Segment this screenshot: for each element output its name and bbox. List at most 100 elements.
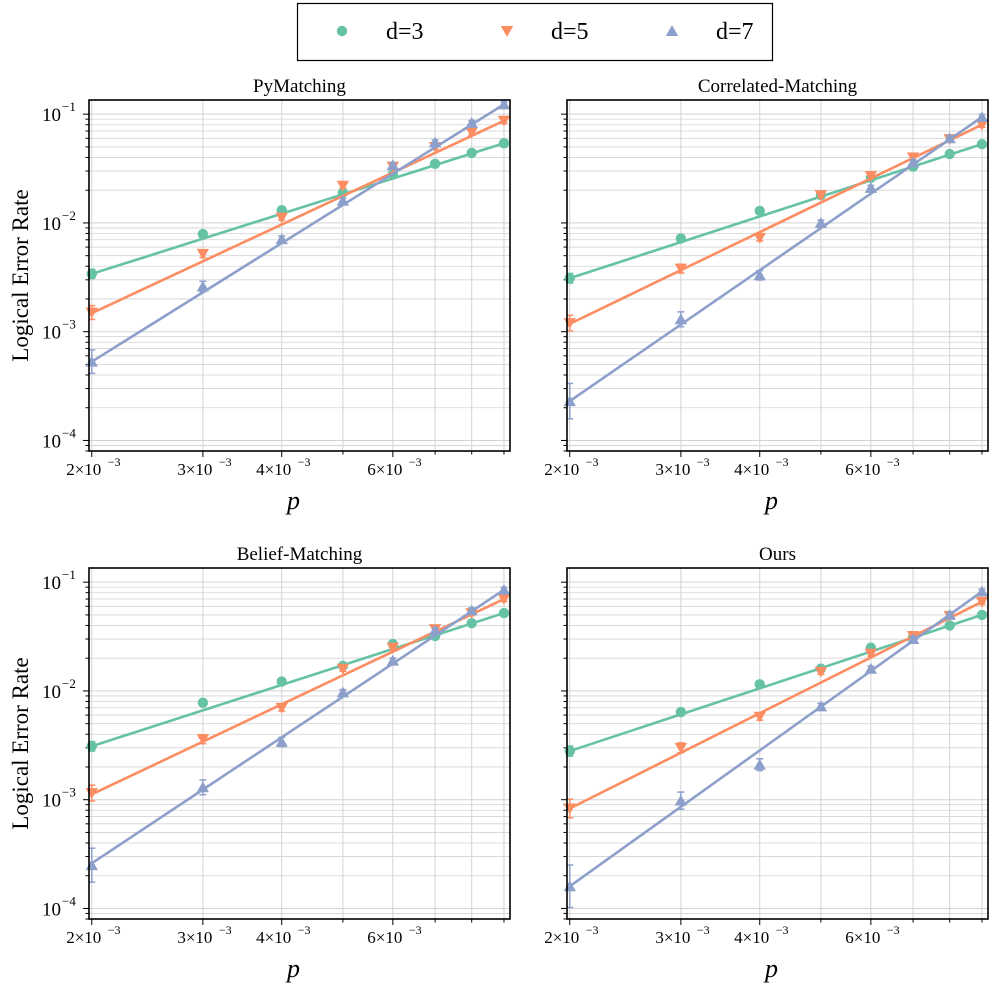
data-point bbox=[944, 148, 955, 160]
data-point bbox=[336, 194, 350, 206]
y-tick-label: 10 −1 bbox=[42, 567, 76, 594]
y-tick-exponent: −2 bbox=[62, 208, 76, 223]
axes-frame bbox=[566, 99, 989, 452]
data-point bbox=[275, 736, 288, 747]
x-tick-mantissa: 4×10 bbox=[734, 460, 769, 479]
y-tick-label: 10 −4 bbox=[42, 893, 76, 920]
legend-entry-d3: d=3 bbox=[336, 19, 424, 45]
y-axis-label: Logical Error Rate bbox=[8, 657, 33, 829]
x-tick-label: 6×10 −3 bbox=[845, 455, 899, 479]
y-tick-label: 10 −4 bbox=[42, 425, 76, 452]
axes-frame bbox=[88, 567, 511, 920]
y-tick-label: 10 −3 bbox=[42, 317, 76, 344]
data-point bbox=[85, 355, 98, 367]
data-point bbox=[814, 190, 828, 202]
data-point bbox=[196, 248, 210, 260]
x-tick-label: 3×10 −3 bbox=[177, 455, 231, 479]
y-tick-exponent: −4 bbox=[62, 425, 76, 440]
x-tick-mantissa: 2×10 bbox=[66, 460, 101, 479]
legend-marker-triangle-up bbox=[665, 25, 679, 36]
data-point bbox=[466, 617, 477, 629]
data-point bbox=[906, 633, 920, 645]
x-tick-label: 4×10 −3 bbox=[256, 455, 310, 479]
fit-line bbox=[91, 597, 505, 796]
y-tick-base: 10 bbox=[42, 214, 61, 235]
x-tick-label: 3×10 −3 bbox=[655, 923, 709, 947]
y-tick-base: 10 bbox=[42, 899, 61, 920]
x-tick-exponent: −3 bbox=[219, 923, 232, 937]
data-point bbox=[465, 117, 478, 128]
x-tick-exponent: −3 bbox=[409, 923, 422, 937]
data-point bbox=[563, 803, 576, 815]
x-tick-mantissa: 3×10 bbox=[655, 928, 690, 947]
series-d5 bbox=[563, 596, 989, 819]
data-point bbox=[336, 686, 350, 698]
panel-title: Correlated-Matching bbox=[698, 76, 858, 97]
x-tick-exponent: −3 bbox=[219, 455, 232, 469]
data-point bbox=[466, 147, 477, 159]
data-point bbox=[386, 159, 400, 171]
y-tick-base: 10 bbox=[42, 323, 61, 344]
x-tick-exponent: −3 bbox=[108, 455, 121, 469]
x-tick-mantissa: 6×10 bbox=[845, 460, 880, 479]
data-point bbox=[976, 138, 988, 150]
series-d7 bbox=[563, 585, 989, 909]
y-tick-base: 10 bbox=[42, 573, 61, 594]
series-d5 bbox=[85, 115, 511, 321]
grid bbox=[567, 568, 988, 920]
x-tick-mantissa: 3×10 bbox=[177, 928, 212, 947]
data-point bbox=[497, 115, 511, 127]
data-point bbox=[196, 280, 210, 292]
data-point bbox=[906, 156, 920, 168]
data-point bbox=[674, 794, 688, 806]
x-tick-exponent: −3 bbox=[887, 923, 900, 937]
y-tick-label: 10 −3 bbox=[42, 785, 76, 812]
x-tick-mantissa: 4×10 bbox=[256, 460, 291, 479]
legend-marker-circle bbox=[336, 25, 348, 37]
data-point bbox=[674, 263, 688, 275]
data-point bbox=[814, 217, 828, 228]
data-point bbox=[196, 781, 210, 793]
data-point bbox=[428, 136, 442, 148]
panel-ours: Ours 2×10 −3 3×10 −3 4×10 −3 6×10 −3 p bbox=[544, 544, 989, 983]
data-point bbox=[943, 609, 956, 620]
x-tick-exponent: −3 bbox=[298, 455, 311, 469]
data-point bbox=[275, 233, 288, 245]
x-tick-label: 2×10 −3 bbox=[544, 923, 598, 947]
data-point bbox=[498, 138, 510, 149]
data-point bbox=[753, 711, 766, 723]
panel-title: PyMatching bbox=[253, 76, 346, 97]
data-point bbox=[497, 594, 511, 605]
x-tick-label: 6×10 −3 bbox=[367, 455, 421, 479]
data-point bbox=[674, 313, 688, 325]
data-point bbox=[386, 642, 400, 654]
x-tick-label: 4×10 −3 bbox=[734, 455, 788, 479]
data-point bbox=[564, 745, 575, 757]
legend-frame bbox=[296, 2, 774, 62]
data-point bbox=[754, 205, 765, 217]
fit-line bbox=[569, 600, 983, 810]
data-point bbox=[86, 741, 97, 752]
x-tick-mantissa: 6×10 bbox=[367, 928, 402, 947]
x-tick-mantissa: 4×10 bbox=[734, 928, 769, 947]
data-point bbox=[336, 180, 350, 192]
data-point bbox=[975, 111, 989, 123]
x-tick-exponent: −3 bbox=[887, 455, 900, 469]
x-tick-exponent: −3 bbox=[108, 923, 121, 937]
x-tick-label: 2×10 −3 bbox=[544, 455, 598, 479]
fit-line bbox=[91, 103, 505, 363]
x-tick-label: 3×10 −3 bbox=[655, 455, 709, 479]
x-tick-exponent: −3 bbox=[586, 455, 599, 469]
x-tick-exponent: −3 bbox=[697, 455, 710, 469]
y-tick-base: 10 bbox=[42, 105, 61, 126]
legend-entry-d5: d=5 bbox=[500, 19, 589, 45]
x-axis-label: p bbox=[763, 954, 778, 983]
data-point bbox=[754, 679, 765, 690]
data-point bbox=[814, 666, 828, 678]
x-tick-mantissa: 2×10 bbox=[66, 928, 101, 947]
data-point bbox=[864, 648, 878, 660]
data-point bbox=[276, 676, 287, 687]
fit-line bbox=[91, 142, 505, 276]
